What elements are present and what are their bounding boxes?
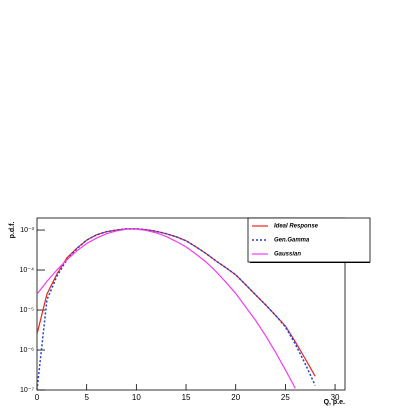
y-tick-label: 10⁻⁷ [20,387,34,394]
x-axis-label: Q, p.e. [324,399,345,406]
x-tick-label: 30 [331,393,340,402]
y-axis-label: p.d.f. [9,222,16,239]
x-tick-label: 15 [182,393,191,402]
legend-label: Ideal Response [274,224,319,230]
x-tick-label: 20 [231,393,240,402]
series-line [37,228,296,389]
series-line [37,228,316,390]
x-tick-label: 0 [35,393,40,402]
y-tick-label: 10⁻³ [20,227,34,234]
x-tick-label: 10 [132,393,141,402]
legend-label: Gen.Gamma [274,238,310,244]
y-tick-label: 10⁻⁶ [20,347,34,354]
legend-label: Gaussian [274,252,301,258]
y-tick-label: 10⁻⁴ [20,267,35,274]
plot-frame [36,217,346,391]
x-tick-label: 5 [84,393,89,402]
x-tick-label: 25 [281,393,290,402]
y-tick-label: 10⁻⁵ [20,307,34,314]
